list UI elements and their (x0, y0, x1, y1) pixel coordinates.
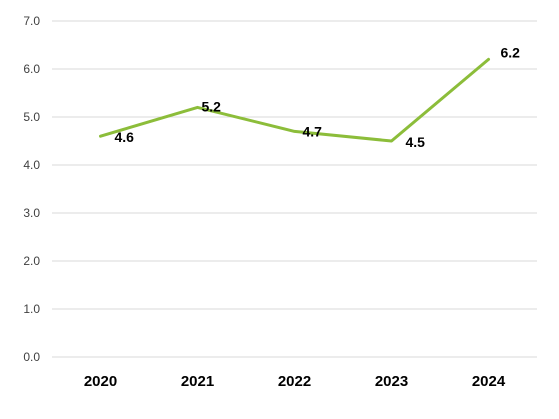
y-axis-tick-labels: 0.0 1.0 2.0 3.0 4.0 5.0 6.0 7.0 (23, 14, 40, 364)
x-tick-label: 2020 (84, 373, 117, 390)
x-tick-label: 2024 (472, 373, 506, 390)
series-line (99, 57, 490, 143)
x-axis-tick-labels: 2020 2021 2022 2023 2024 (84, 373, 506, 390)
gridlines (52, 20, 537, 358)
x-tick-label: 2021 (181, 373, 214, 390)
data-labels: 4.6 5.2 4.7 4.5 6.2 (115, 44, 521, 150)
data-label: 5.2 (202, 98, 222, 114)
data-label: 4.6 (115, 129, 135, 145)
data-label: 4.5 (406, 134, 426, 150)
y-tick-label: 1.0 (23, 302, 40, 316)
y-tick-label: 0.0 (23, 350, 40, 364)
y-tick-label: 6.0 (23, 62, 40, 76)
y-tick-label: 2.0 (23, 254, 40, 268)
y-tick-label: 7.0 (23, 14, 40, 28)
y-tick-label: 4.0 (23, 158, 40, 172)
data-label: 4.7 (303, 123, 323, 139)
x-tick-label: 2023 (375, 373, 408, 390)
y-tick-label: 3.0 (23, 206, 40, 220)
y-tick-label: 5.0 (23, 110, 40, 124)
series-line-group (99, 57, 490, 143)
x-tick-label: 2022 (278, 373, 311, 390)
data-label: 6.2 (501, 44, 521, 60)
